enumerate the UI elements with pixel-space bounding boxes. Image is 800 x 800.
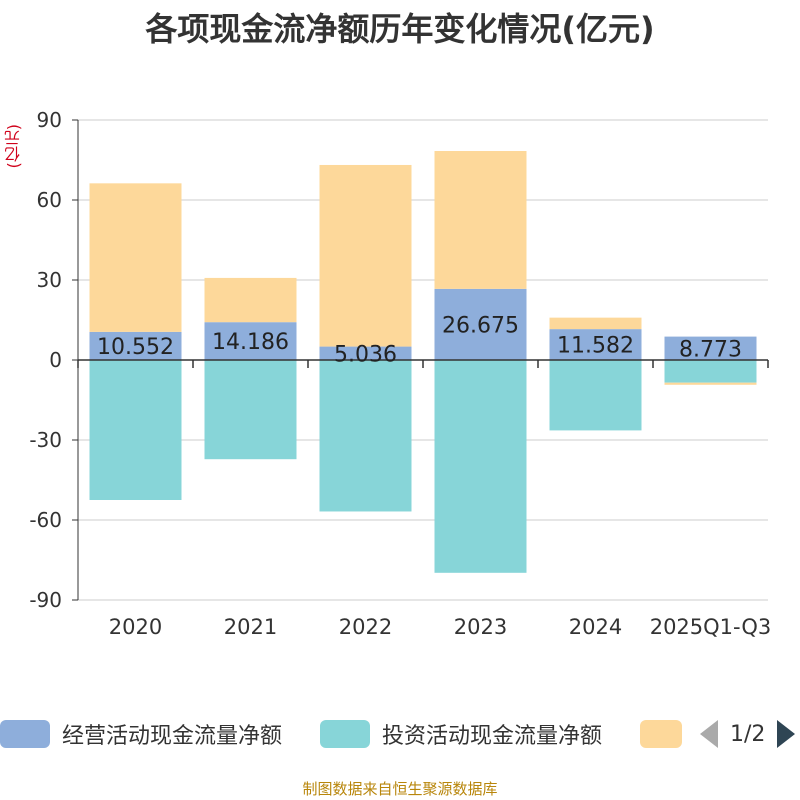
data-label-operating-2025Q1-Q3: 8.773 (679, 337, 742, 362)
legend-next-icon[interactable] (777, 720, 796, 748)
bar-third-2025Q1-Q3 (664, 382, 757, 385)
bar-operating-2020 (89, 331, 182, 360)
bar-investing-2022 (319, 360, 412, 512)
bar-investing-2023 (434, 360, 527, 573)
bar-investing-2025Q1-Q3 (664, 360, 757, 383)
legend-pager: 1/2 (700, 716, 796, 752)
y-tick-label: 30 (37, 268, 62, 292)
x-tick-label: 2022 (339, 615, 392, 639)
legend-item-operating[interactable]: 经营活动现金流量净额 (0, 716, 282, 752)
legend-swatch-third (640, 720, 682, 748)
x-tick-label: 2020 (109, 615, 162, 639)
legend-swatch-operating (0, 720, 50, 748)
bar-third-2023 (434, 151, 527, 289)
y-tick-label: 90 (37, 108, 62, 132)
y-tick-label: -30 (29, 428, 62, 452)
bar-third-2021 (204, 277, 297, 323)
y-tick-label: 0 (49, 348, 62, 372)
bar-investing-2021 (204, 360, 297, 460)
bar-third-2024 (549, 317, 642, 330)
data-label-operating-2024: 11.582 (557, 334, 634, 359)
y-tick-label: 60 (37, 188, 62, 212)
legend-label-investing: 投资活动现金流量净额 (382, 724, 603, 749)
bar-investing-2020 (89, 360, 182, 500)
bar-chart: 90 60 30 0 -30 -60 -90 10.552 14.186 5.036 26.675 1… (29, 108, 772, 639)
x-tick-label: 2025Q1-Q3 (650, 615, 772, 639)
chart-title: 各项现金流净额历年变化情况(亿元) (145, 10, 655, 48)
bar-operating-2023 (434, 288, 527, 360)
legend-item-investing[interactable]: 投资活动现金流量净额 (320, 716, 602, 752)
data-label-operating-2022: 5.036 (334, 342, 397, 367)
bar-operating-2022 (319, 346, 412, 360)
legend-page-indicator: 1/2 (730, 721, 766, 747)
bar-third-2020 (89, 183, 182, 332)
legend-swatch-investing (320, 720, 370, 748)
data-source-note: 制图数据来自恒生聚源数据库 (302, 780, 498, 798)
legend-label-operating: 经营活动现金流量净额 (62, 724, 283, 749)
x-tick-label: 2023 (454, 615, 507, 639)
data-label-operating-2023: 26.675 (442, 313, 519, 338)
x-tick-label: 2021 (224, 615, 277, 639)
bar-operating-2021 (204, 322, 297, 360)
x-tick-label: 2024 (569, 615, 622, 639)
legend: 经营活动现金流量净额 投资活动现金流量净额 1/2 (0, 716, 800, 756)
bar-third-2022 (319, 164, 412, 347)
y-tick-label: -90 (29, 588, 62, 612)
legend-prev-icon[interactable] (700, 720, 718, 748)
data-label-operating-2021: 14.186 (212, 330, 289, 355)
bar-operating-2025Q1-Q3 (664, 336, 757, 360)
legend-item-third[interactable] (640, 716, 682, 752)
y-tick-label: -60 (29, 508, 62, 532)
bar-operating-2024 (549, 329, 642, 360)
bar-investing-2024 (549, 360, 642, 431)
data-label-operating-2020: 10.552 (97, 335, 174, 360)
